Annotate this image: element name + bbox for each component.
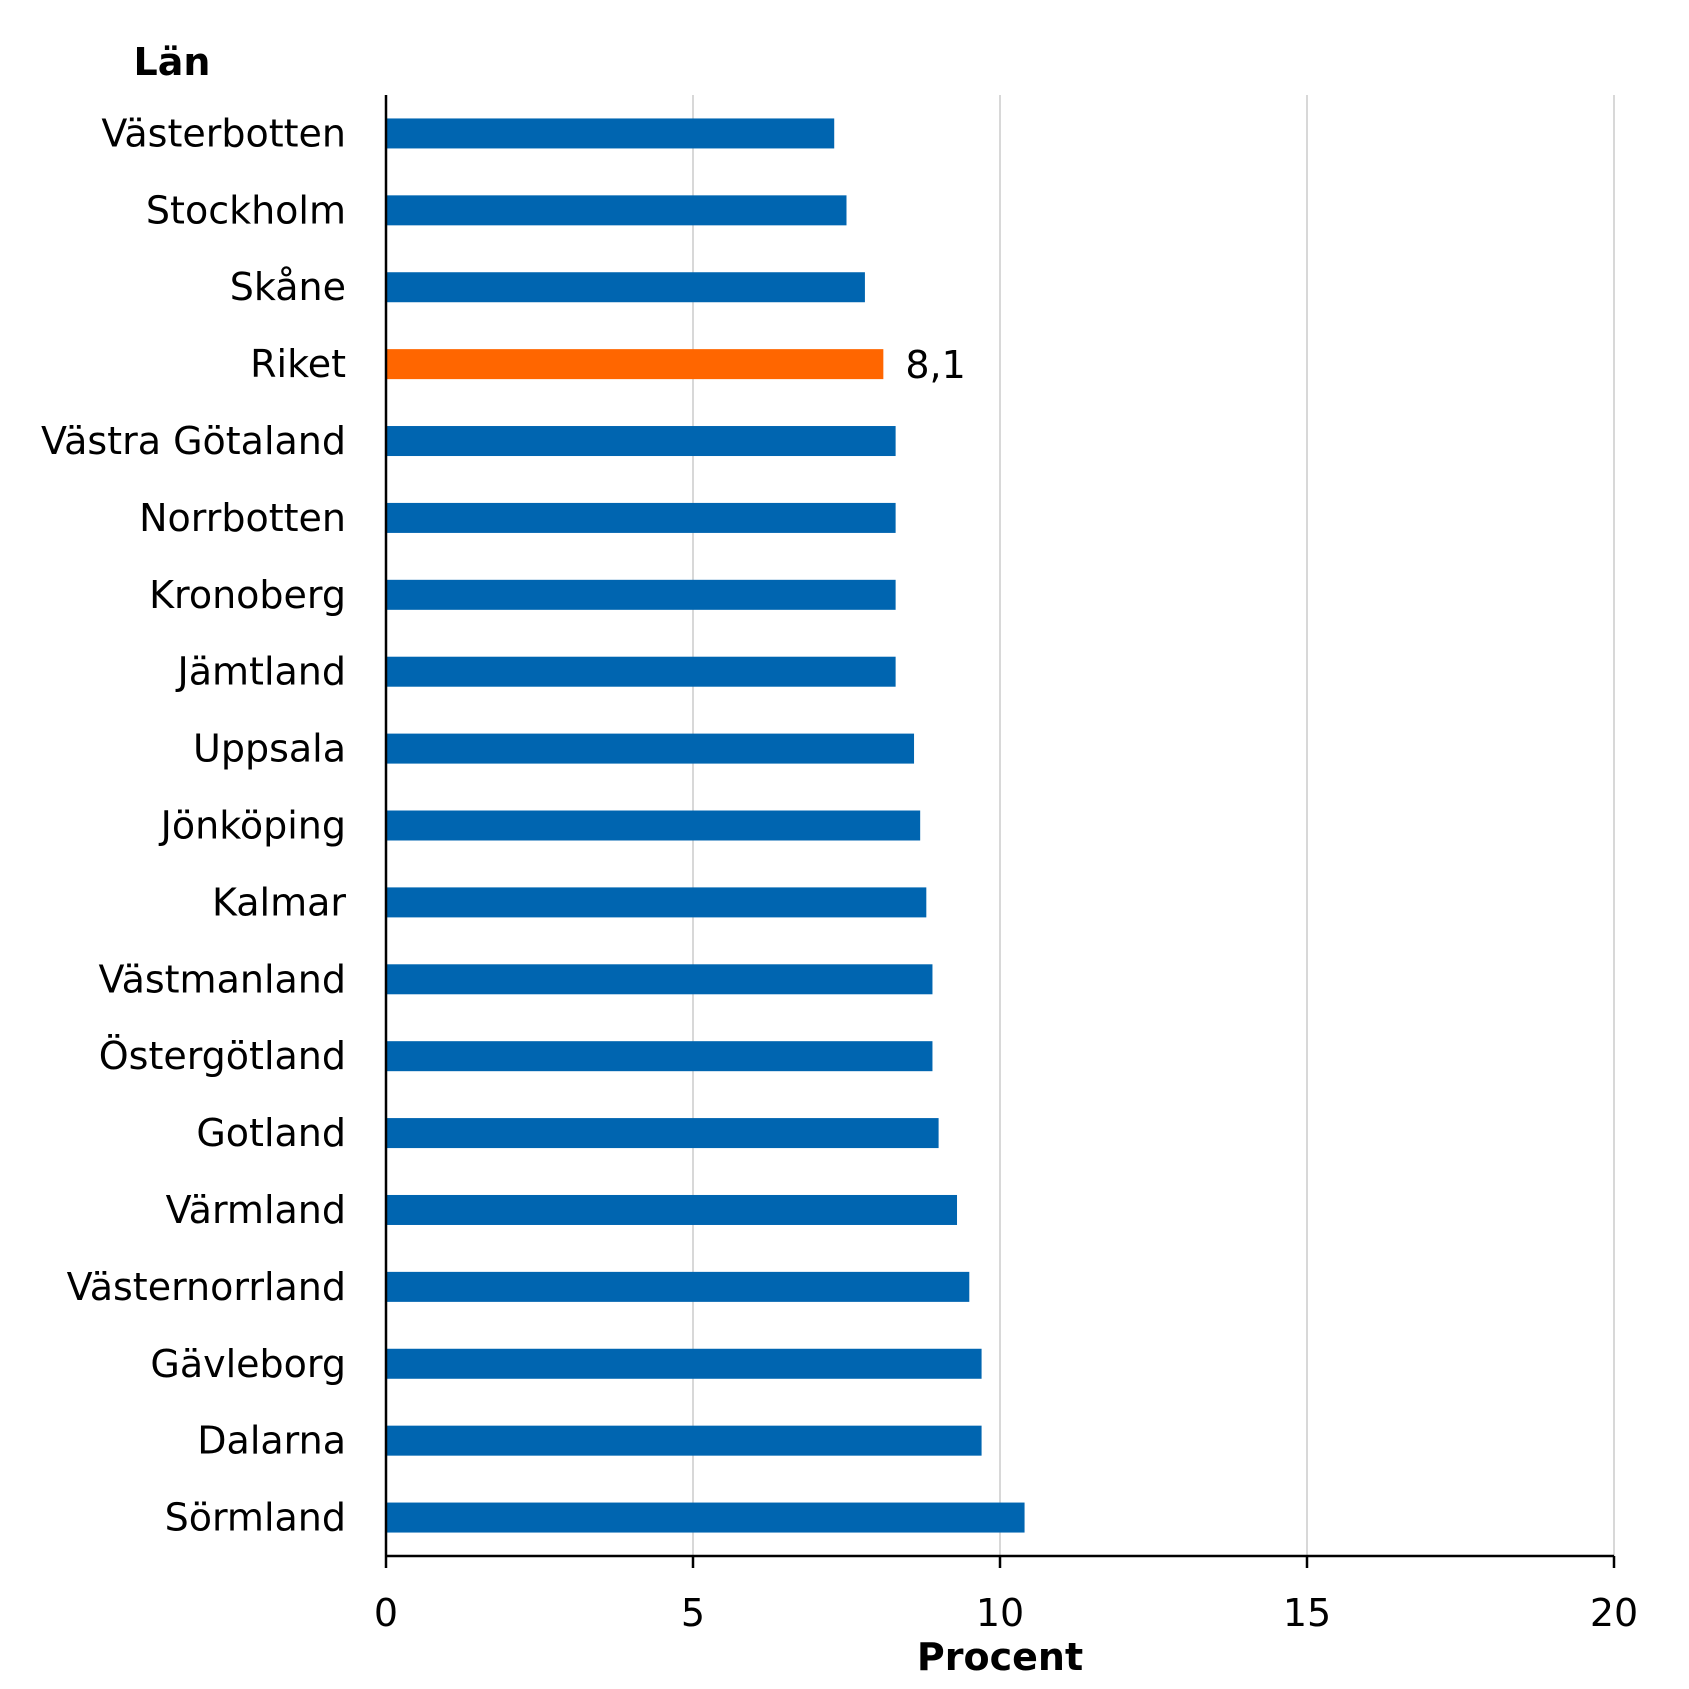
category-label: Gotland (196, 1111, 346, 1155)
category-label: Västerbotten (101, 111, 346, 155)
category-label: Västernorrland (67, 1265, 346, 1309)
category-label: Jönköping (159, 804, 346, 848)
category-label: Gävleborg (150, 1342, 346, 1386)
bar-kalmar (387, 887, 927, 918)
bar-dalarna (387, 1425, 982, 1456)
category-label: Dalarna (197, 1419, 346, 1463)
bar-östergötland (387, 1041, 933, 1072)
bars (387, 118, 1025, 1533)
x-tick-label: 15 (1283, 1591, 1331, 1635)
category-label: Västmanland (99, 957, 346, 1001)
category-label: Sörmland (165, 1496, 346, 1540)
bar-uppsala (387, 733, 915, 764)
bar-västerbotten (387, 118, 835, 149)
category-label: Östergötland (99, 1034, 346, 1078)
x-axis-title: Procent (917, 1635, 1083, 1679)
bar-västra-götaland (387, 426, 896, 457)
category-label: Uppsala (193, 727, 346, 771)
bar-stockholm (387, 195, 847, 226)
x-tick-label: 5 (681, 1591, 705, 1635)
bar-jämtland (387, 656, 896, 687)
bar-gotland (387, 1118, 939, 1149)
y-axis-title: Län (134, 40, 211, 84)
bar-jönköping (387, 810, 921, 841)
category-label: Värmland (166, 1188, 346, 1232)
bar-riket (387, 349, 884, 380)
bar-västmanland (387, 964, 933, 995)
axes (384, 95, 1616, 1568)
category-label: Jämtland (176, 650, 346, 694)
category-label: Kronoberg (149, 573, 346, 617)
bar-skåne (387, 272, 865, 303)
x-tick-label: 20 (1590, 1591, 1638, 1635)
category-label: Västra Götaland (41, 419, 346, 463)
bar-sörmland (387, 1502, 1025, 1533)
bar-kronoberg (387, 579, 896, 610)
x-tick-label: 10 (976, 1591, 1024, 1635)
bar-värmland (387, 1194, 958, 1225)
labels: Västerbotten Stockholm Skåne Riket Västra Gö… (41, 111, 1638, 1635)
category-label: Stockholm (146, 188, 346, 232)
category-label: Kalmar (212, 880, 346, 924)
bar-gävleborg (387, 1348, 982, 1379)
category-label: Riket (250, 342, 346, 386)
x-tick-label: 0 (374, 1591, 398, 1635)
category-label: Norrbotten (139, 496, 346, 540)
bar-västernorrland (387, 1271, 970, 1302)
category-label: Skåne (230, 265, 346, 309)
data-label: 8,1 (905, 343, 965, 387)
bar-norrbotten (387, 502, 896, 533)
